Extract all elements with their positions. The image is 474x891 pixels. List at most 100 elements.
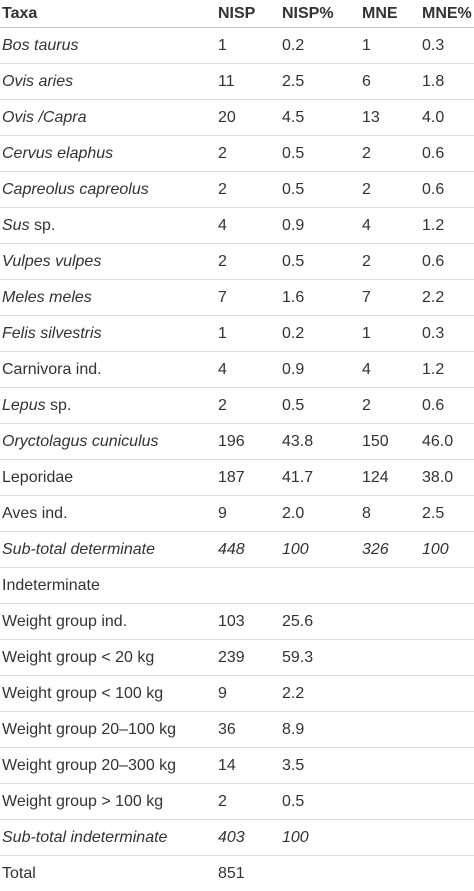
nisp-percent-cell: 0.9 xyxy=(280,208,360,244)
mne-percent-cell: 38.0 xyxy=(420,460,474,496)
taxon-name: Carnivora ind. xyxy=(2,361,102,378)
mne-cell xyxy=(360,820,420,856)
taxon-name: Weight group 20–300 kg xyxy=(2,757,176,774)
mne-cell: 1 xyxy=(360,28,420,64)
mne-percent-cell: 0.6 xyxy=(420,136,474,172)
taxon-cell: Weight group 20–100 kg xyxy=(0,712,216,748)
mne-percent-cell: 2.2 xyxy=(420,280,474,316)
header-mne: MNE xyxy=(360,0,420,28)
mne-cell: 326 xyxy=(360,532,420,568)
taxon-name: Weight group < 100 kg xyxy=(2,685,163,702)
taxon-name: Meles meles xyxy=(2,289,92,306)
taxon-cell: Sub-total determinate xyxy=(0,532,216,568)
taxon-cell: Weight group < 20 kg xyxy=(0,640,216,676)
nisp-percent-cell: 43.8 xyxy=(280,424,360,460)
taxon-cell: Sus sp. xyxy=(0,208,216,244)
nisp-percent-cell: 1.6 xyxy=(280,280,360,316)
nisp-percent-cell: 41.7 xyxy=(280,460,360,496)
taxon-cell: Ovis /Capra xyxy=(0,100,216,136)
mne-cell: 8 xyxy=(360,496,420,532)
taxon-suffix: sp. xyxy=(30,217,56,234)
nisp-percent-cell: 59.3 xyxy=(280,640,360,676)
taxon-cell: Ovis aries xyxy=(0,64,216,100)
nisp-cell: 4 xyxy=(216,208,280,244)
mne-cell: 2 xyxy=(360,172,420,208)
taxon-name: Felis silvestris xyxy=(2,325,102,342)
table-row: Indeterminate xyxy=(0,568,474,604)
taxon-name: Aves ind. xyxy=(2,505,68,522)
nisp-percent-cell: 0.5 xyxy=(280,136,360,172)
mne-percent-cell xyxy=(420,856,474,891)
mne-percent-cell: 0.6 xyxy=(420,244,474,280)
taxon-name: Lepus xyxy=(2,397,46,414)
nisp-percent-cell: 3.5 xyxy=(280,748,360,784)
mne-percent-cell: 1.8 xyxy=(420,64,474,100)
mne-cell xyxy=(360,712,420,748)
nisp-percent-cell: 2.0 xyxy=(280,496,360,532)
nisp-cell: 2 xyxy=(216,244,280,280)
taxon-cell: Sub-total indeterminate xyxy=(0,820,216,856)
nisp-percent-cell: 2.5 xyxy=(280,64,360,100)
nisp-percent-cell: 100 xyxy=(280,532,360,568)
header-taxa: Taxa xyxy=(0,0,216,28)
mne-cell: 4 xyxy=(360,208,420,244)
mne-cell: 4 xyxy=(360,352,420,388)
mne-percent-cell xyxy=(420,568,474,604)
mne-percent-cell: 2.5 xyxy=(420,496,474,532)
nisp-percent-cell: 0.5 xyxy=(280,172,360,208)
mne-cell: 7 xyxy=(360,280,420,316)
nisp-percent-cell: 0.9 xyxy=(280,352,360,388)
taxon-name: Sus xyxy=(2,217,30,234)
mne-cell: 13 xyxy=(360,100,420,136)
nisp-cell: 2 xyxy=(216,388,280,424)
mne-cell xyxy=(360,784,420,820)
nisp-percent-cell: 8.9 xyxy=(280,712,360,748)
mne-percent-cell: 0.6 xyxy=(420,172,474,208)
nisp-cell: 7 xyxy=(216,280,280,316)
nisp-percent-cell: 0.2 xyxy=(280,28,360,64)
mne-cell: 2 xyxy=(360,244,420,280)
taxon-name: Ovis /Capra xyxy=(2,109,86,126)
mne-percent-cell xyxy=(420,676,474,712)
taxon-cell: Oryctolagus cuniculus xyxy=(0,424,216,460)
mne-cell xyxy=(360,604,420,640)
header-mne-percent: MNE% xyxy=(420,0,474,28)
nisp-cell: 2 xyxy=(216,784,280,820)
mne-percent-cell: 0.3 xyxy=(420,28,474,64)
mne-cell xyxy=(360,856,420,891)
nisp-percent-cell: 25.6 xyxy=(280,604,360,640)
nisp-cell: 403 xyxy=(216,820,280,856)
nisp-cell: 2 xyxy=(216,172,280,208)
mne-percent-cell: 1.2 xyxy=(420,208,474,244)
taxon-cell: Meles meles xyxy=(0,280,216,316)
taxon-name: Capreolus capreolus xyxy=(2,181,149,198)
taxon-name: Bos taurus xyxy=(2,37,78,54)
mne-percent-cell: 4.0 xyxy=(420,100,474,136)
taxon-name: Oryctolagus cuniculus xyxy=(2,433,159,450)
nisp-cell: 36 xyxy=(216,712,280,748)
nisp-cell: 2 xyxy=(216,136,280,172)
mne-cell: 150 xyxy=(360,424,420,460)
mne-percent-cell xyxy=(420,604,474,640)
mne-percent-cell xyxy=(420,784,474,820)
taxon-name: Total xyxy=(2,865,36,882)
nisp-cell: 11 xyxy=(216,64,280,100)
taxon-name: Sub-total determinate xyxy=(2,541,155,558)
nisp-percent-cell: 0.5 xyxy=(280,784,360,820)
taxon-cell: Aves ind. xyxy=(0,496,216,532)
taxon-name: Vulpes vulpes xyxy=(2,253,101,270)
